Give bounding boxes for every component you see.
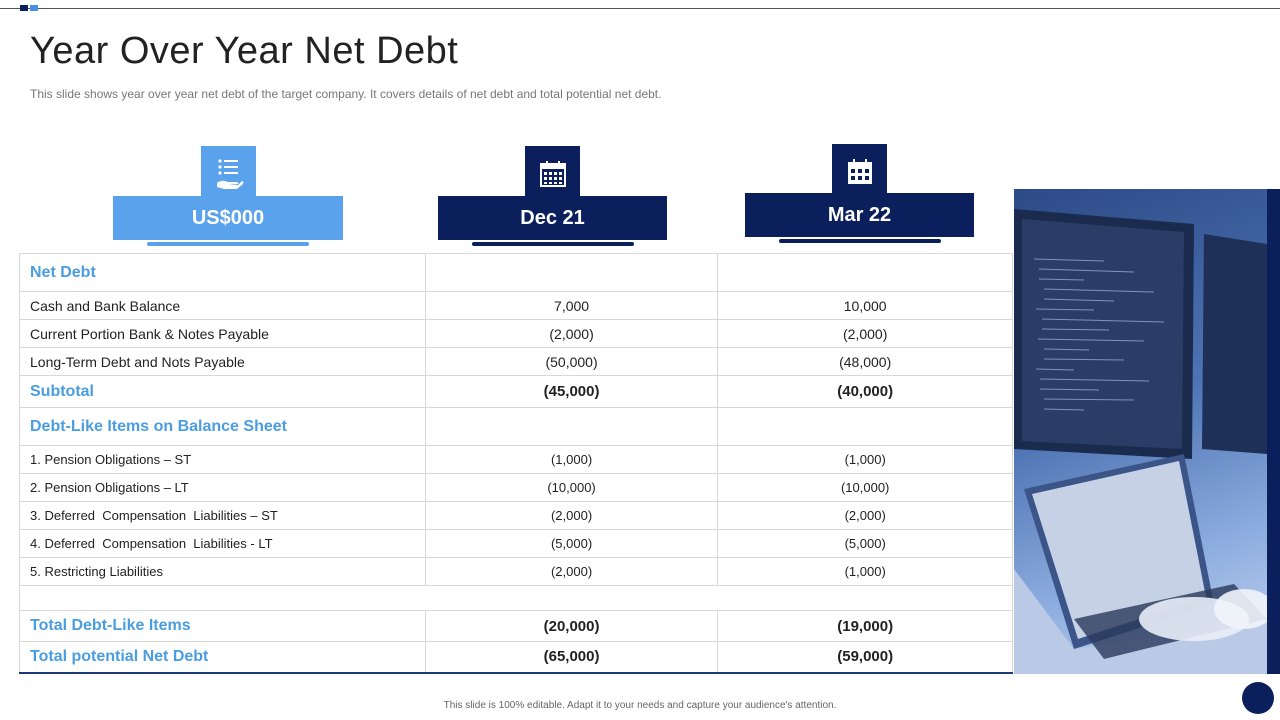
dec-value: (2,000) [424,557,719,586]
dec-total-debt-like: (20,000) [424,610,719,642]
mar-value: (1,000) [717,557,1013,586]
table-row: 1. Pension Obligations – ST (1,000) (1,0… [19,445,1013,474]
row-label: 5. Restricting Liabilities [19,557,426,586]
table-row: Subtotal (45,000) (40,000) [19,375,1013,408]
row-label: 1. Pension Obligations – ST [19,445,426,474]
table-row: 5. Restricting Liabilities (2,000) (1,00… [19,557,1013,586]
total-debt-like-label: Total Debt-Like Items [19,610,426,642]
footer-note: This slide is 100% editable. Adapt it to… [443,700,837,711]
page-subtitle: This slide shows year over year net debt… [30,87,662,101]
dec-value: (10,000) [424,473,719,502]
table-row: Total potential Net Debt (65,000) (59,00… [19,641,1013,674]
mar-value: (1,000) [717,445,1013,474]
row-label: Current Portion Bank & Notes Payable [19,319,426,348]
mar-value: (48,000) [717,347,1013,376]
row-label: 4. Deferred Compensation Liabilities - L… [19,529,426,558]
mar-subtotal: (40,000) [717,375,1013,408]
table-row: Net Debt [19,253,1013,292]
row-label: Cash and Bank Balance [19,291,426,320]
list-hand-icon [201,146,256,201]
dec-value: (50,000) [424,347,719,376]
header-us000: US$000 [113,196,343,240]
subtotal-label: Subtotal [19,375,426,408]
mar-total-debt-like: (19,000) [717,610,1013,642]
table-spacer-row [19,585,1013,611]
page-title: Year Over Year Net Debt [30,30,459,72]
dec-value: (1,000) [424,445,719,474]
header-mar22-underbar [779,239,941,243]
row-label: 2. Pension Obligations – LT [19,473,426,502]
table-row: Cash and Bank Balance 7,000 10,000 [19,291,1013,320]
table-row: Total Debt-Like Items (20,000) (19,000) [19,610,1013,642]
mar-value: (2,000) [717,501,1013,530]
total-potential-label: Total potential Net Debt [19,641,426,674]
top-rule [0,8,1280,9]
calendar-icon [832,144,887,199]
accent-square-dark [20,5,28,11]
header-us000-underbar [147,242,309,246]
header-mar22: Mar 22 [745,193,974,237]
photo-edge-bar [1267,189,1280,674]
header-dec21-label: Dec 21 [520,206,585,229]
table-row: 2. Pension Obligations – LT (10,000) (10… [19,473,1013,502]
accent-square-light [30,5,38,11]
header-mar22-label: Mar 22 [827,203,892,226]
dec-total-potential: (65,000) [424,641,719,674]
table-row: Debt-Like Items on Balance Sheet [19,407,1013,446]
dec-value: (5,000) [424,529,719,558]
calendar-icon [525,146,580,201]
computer-photo [1014,189,1267,674]
debt-like-section-label: Debt-Like Items on Balance Sheet [19,407,426,446]
row-label: Long-Term Debt and Nots Payable [19,347,426,376]
mar-value: (2,000) [717,319,1013,348]
mar-value: (10,000) [717,473,1013,502]
dec-value: 7,000 [424,291,719,320]
table-row: 3. Deferred Compensation Liabilities – S… [19,501,1013,530]
header-us000-label: US$000 [191,206,265,229]
row-label: 3. Deferred Compensation Liabilities – S… [19,501,426,530]
dec-value: (2,000) [424,319,719,348]
table-row: Current Portion Bank & Notes Payable (2,… [19,319,1013,348]
table-row: Long-Term Debt and Nots Payable (50,000)… [19,347,1013,376]
net-debt-section-label: Net Debt [19,253,426,292]
dec-value: (2,000) [424,501,719,530]
mar-value: (5,000) [717,529,1013,558]
mar-value: 10,000 [717,291,1013,320]
mar-total-potential: (59,000) [717,641,1013,674]
header-dec21: Dec 21 [438,196,667,240]
dec-subtotal: (45,000) [424,375,719,408]
header-dec21-underbar [472,242,634,246]
corner-dot [1242,682,1274,714]
net-debt-table: Net Debt Cash and Bank Balance 7,000 10,… [19,253,1013,674]
table-row: 4. Deferred Compensation Liabilities - L… [19,529,1013,558]
